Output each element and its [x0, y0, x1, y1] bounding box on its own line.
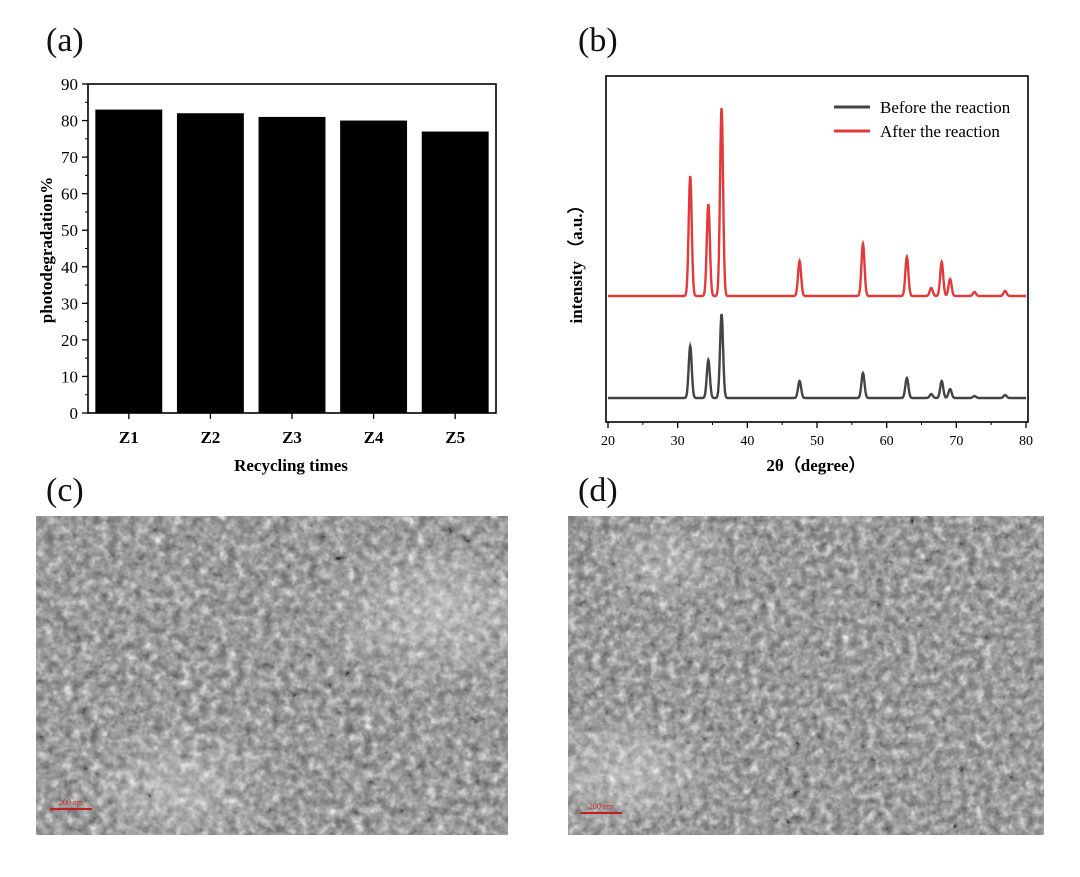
y-tick-label: 20 [61, 331, 78, 350]
x-tick-label: Z4 [364, 428, 384, 447]
legend: Before the reaction After the reaction [834, 98, 1011, 141]
y-tick-label: 0 [70, 404, 79, 423]
bar-chart: 0 10 20 30 40 50 60 70 80 90 Z1 Z2 Z3 Z4 Z5 Recycling … [37, 75, 497, 475]
y-tick-label: 30 [61, 294, 78, 313]
y-tick-label: 80 [61, 112, 78, 131]
bar-Z2 [176, 113, 244, 413]
x-tick-label: Z1 [119, 428, 139, 447]
panel-label-b: (b) [578, 22, 618, 59]
y-axis-label: intensity （a.u.） [566, 196, 586, 323]
bar-Z1 [95, 109, 163, 413]
x-axis-label: 2θ（degree） [766, 455, 865, 475]
x-tick-label: 50 [810, 434, 824, 449]
y-tick-label: 90 [61, 75, 78, 94]
scale-bar-label: 200 nm [59, 798, 84, 807]
y-tick-label: 70 [61, 148, 78, 167]
x-tick-label: Z2 [200, 428, 220, 447]
y-tick-label: 60 [61, 185, 78, 204]
xrd-line-chart: 20 30 40 50 60 70 80 Before the reaction After … [566, 75, 1033, 475]
panel-label-a: (a) [46, 22, 84, 59]
x-tick-label: 80 [1019, 434, 1033, 449]
panel-label-c: (c) [46, 472, 84, 509]
y-tick-label: 40 [61, 258, 78, 277]
panel-label-d: (d) [578, 472, 618, 509]
series-line-after [608, 107, 1026, 298]
x-tick-label: 70 [949, 434, 963, 449]
x-tick-label: 60 [880, 434, 894, 449]
legend-label: After the reaction [880, 122, 1000, 141]
scale-bar [50, 808, 92, 810]
bar-Z4 [340, 120, 408, 414]
scale-bar-label: 200 nm [589, 802, 614, 811]
y-tick-label: 10 [61, 367, 78, 386]
bar-Z3 [258, 116, 326, 414]
x-tick-label: Z3 [282, 428, 302, 447]
series-line-before [608, 313, 1026, 400]
legend-label: Before the reaction [880, 98, 1011, 117]
x-tick-label: Z5 [445, 428, 465, 447]
y-axis-label: photodegradation% [37, 177, 56, 323]
x-tick-label: 40 [740, 434, 754, 449]
bar-Z5 [421, 131, 489, 413]
y-tick-label: 50 [61, 221, 78, 240]
x-tick-label: 20 [601, 434, 615, 449]
sem-texture: 200 nm [568, 516, 1044, 835]
x-axis-label: Recycling times [234, 456, 348, 475]
x-tick-label: 30 [671, 434, 685, 449]
sem-image-before: 200 nm [36, 516, 508, 835]
scale-bar [580, 812, 622, 814]
sem-image-after: 200 nm [568, 516, 1044, 835]
sem-texture: 200 nm [36, 516, 508, 835]
